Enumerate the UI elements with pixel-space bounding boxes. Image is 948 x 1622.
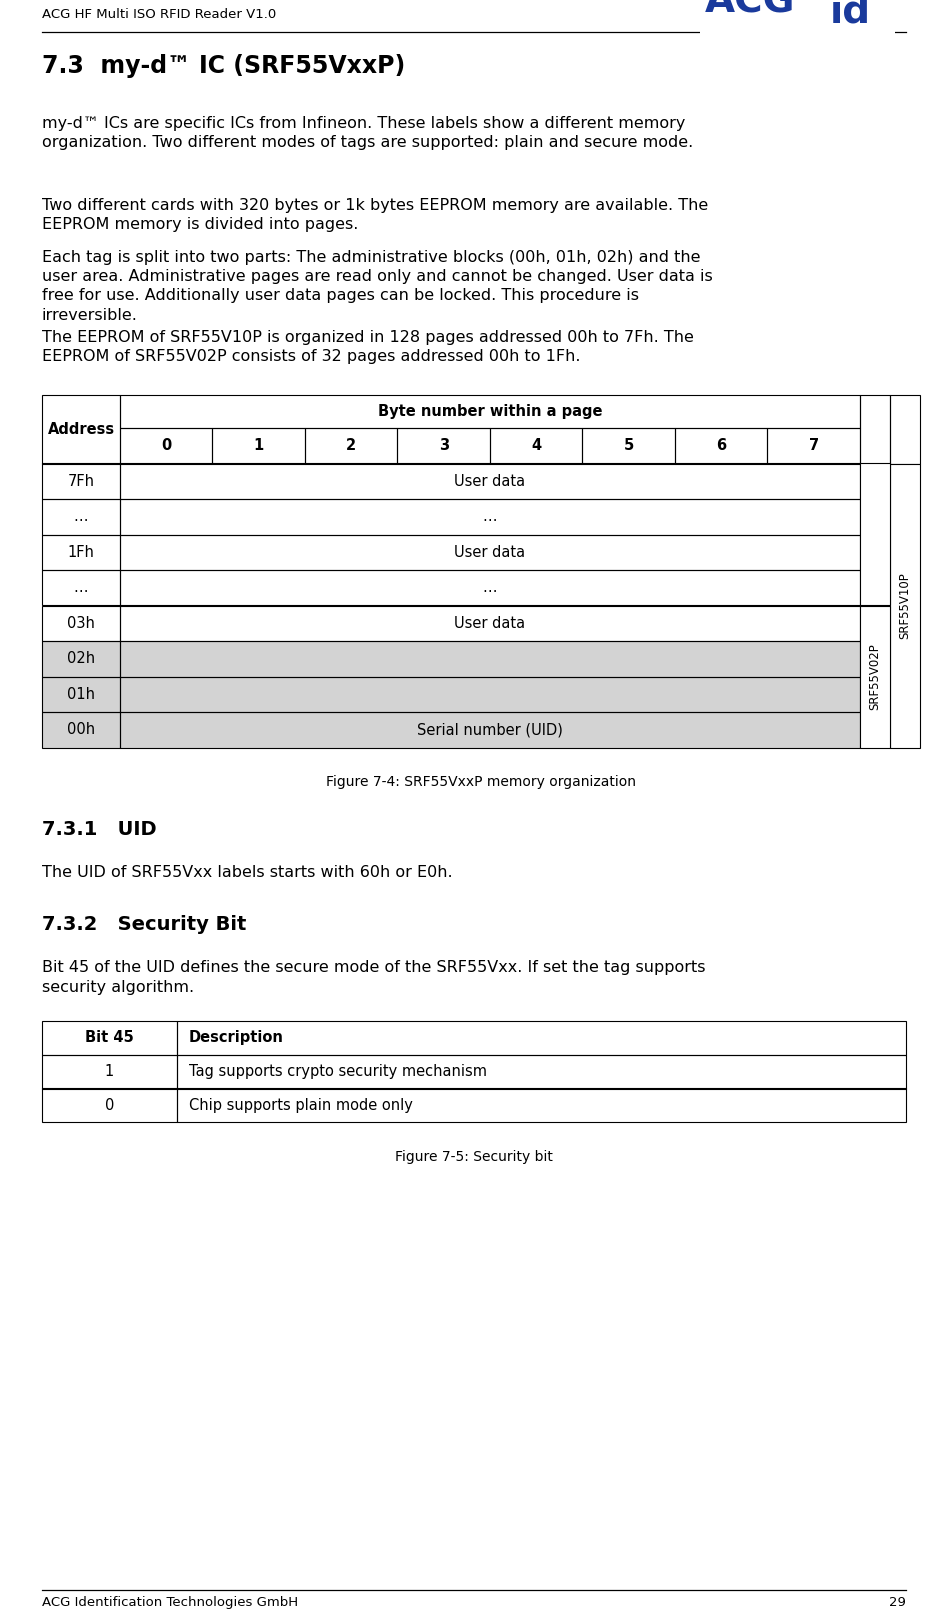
Bar — [42, 641, 120, 676]
Bar — [120, 676, 860, 712]
Bar — [42, 605, 120, 641]
Bar — [120, 500, 860, 535]
Bar — [42, 535, 120, 569]
Text: User data: User data — [454, 474, 525, 488]
Text: ACG Identification Technologies GmbH: ACG Identification Technologies GmbH — [42, 1596, 298, 1609]
Bar — [120, 676, 860, 712]
Bar — [42, 712, 120, 748]
Text: 6: 6 — [716, 438, 726, 453]
Bar — [42, 641, 120, 676]
Bar — [42, 1088, 177, 1122]
Text: 29: 29 — [889, 1596, 906, 1609]
Bar — [120, 641, 860, 676]
Bar — [120, 712, 860, 748]
Text: SRF55V10P: SRF55V10P — [899, 573, 911, 639]
Text: Serial number (UID): Serial number (UID) — [417, 722, 563, 738]
Bar — [120, 605, 860, 641]
Bar — [177, 1088, 906, 1122]
Text: User data: User data — [454, 616, 525, 631]
Bar — [700, 0, 895, 36]
Bar — [120, 535, 860, 569]
Bar — [42, 676, 120, 712]
Text: 01h: 01h — [67, 686, 95, 702]
Bar — [42, 500, 120, 535]
Bar — [42, 676, 120, 712]
Bar — [120, 464, 860, 500]
Text: 0: 0 — [161, 438, 172, 453]
Text: 3: 3 — [439, 438, 448, 453]
Bar — [305, 428, 397, 464]
Bar — [177, 1054, 906, 1088]
Bar — [860, 396, 890, 464]
Text: 7.3.1   UID: 7.3.1 UID — [42, 821, 156, 840]
Bar — [42, 1054, 177, 1088]
Bar — [890, 464, 920, 748]
Bar — [212, 428, 305, 464]
Bar — [768, 428, 860, 464]
Text: …: … — [483, 509, 498, 524]
Text: Figure 7-4: SRF55VxxP memory organization: Figure 7-4: SRF55VxxP memory organizatio… — [326, 775, 636, 790]
Text: ACG: ACG — [705, 0, 795, 21]
Text: User data: User data — [454, 545, 525, 560]
Bar — [42, 464, 120, 500]
Text: 4: 4 — [531, 438, 541, 453]
Text: id: id — [830, 0, 871, 31]
Bar — [490, 428, 582, 464]
Text: 0: 0 — [105, 1098, 114, 1113]
Text: Description: Description — [189, 1030, 283, 1045]
Text: 7.3  my-d™ IC (SRF55VxxP): 7.3 my-d™ IC (SRF55VxxP) — [42, 54, 405, 78]
Text: Bit 45: Bit 45 — [85, 1030, 134, 1045]
Text: 1: 1 — [105, 1064, 114, 1079]
Bar — [675, 428, 768, 464]
Text: 1: 1 — [254, 438, 264, 453]
Text: Address: Address — [47, 422, 115, 436]
Text: 7: 7 — [809, 438, 819, 453]
Text: Byte number within a page: Byte number within a page — [377, 404, 602, 418]
Text: 1Fh: 1Fh — [67, 545, 95, 560]
Text: The UID of SRF55Vxx labels starts with 60h or E0h.: The UID of SRF55Vxx labels starts with 6… — [42, 866, 452, 881]
Bar — [582, 428, 675, 464]
Bar — [120, 712, 860, 748]
Text: Bit 45 of the UID defines the secure mode of the SRF55Vxx. If set the tag suppor: Bit 45 of the UID defines the secure mod… — [42, 960, 705, 994]
Text: 7Fh: 7Fh — [67, 474, 95, 488]
Text: 00h: 00h — [67, 722, 95, 738]
Text: 03h: 03h — [67, 616, 95, 631]
Bar — [42, 1020, 177, 1054]
Bar — [120, 641, 860, 676]
Bar — [890, 396, 920, 464]
Bar — [42, 396, 120, 464]
Text: Figure 7-5: Security bit: Figure 7-5: Security bit — [395, 1150, 553, 1165]
Bar — [397, 428, 490, 464]
Text: Tag supports crypto security mechanism: Tag supports crypto security mechanism — [189, 1064, 487, 1079]
Bar — [42, 569, 120, 605]
Text: …: … — [74, 581, 88, 595]
Text: …: … — [74, 509, 88, 524]
Text: Each tag is split into two parts: The administrative blocks (00h, 01h, 02h) and : Each tag is split into two parts: The ad… — [42, 250, 713, 323]
Bar — [177, 1020, 906, 1054]
Text: Two different cards with 320 bytes or 1k bytes EEPROM memory are available. The
: Two different cards with 320 bytes or 1k… — [42, 198, 708, 232]
Bar — [42, 712, 120, 748]
Bar — [860, 605, 890, 748]
Text: SRF55V02P: SRF55V02P — [868, 644, 882, 710]
Text: 7.3.2   Security Bit: 7.3.2 Security Bit — [42, 915, 246, 934]
Text: my-d™ ICs are specific ICs from Infineon. These labels show a different memory
o: my-d™ ICs are specific ICs from Infineon… — [42, 117, 693, 151]
Text: …: … — [483, 581, 498, 595]
Text: 2: 2 — [346, 438, 356, 453]
Bar — [120, 396, 860, 428]
Bar — [860, 464, 890, 605]
Text: ACG HF Multi ISO RFID Reader V1.0: ACG HF Multi ISO RFID Reader V1.0 — [42, 8, 276, 21]
Bar — [120, 428, 212, 464]
Text: The EEPROM of SRF55V10P is organized in 128 pages addressed 00h to 7Fh. The
EEPR: The EEPROM of SRF55V10P is organized in … — [42, 329, 694, 365]
Text: Chip supports plain mode only: Chip supports plain mode only — [189, 1098, 413, 1113]
Bar — [120, 569, 860, 605]
Text: 02h: 02h — [67, 652, 95, 667]
Text: 5: 5 — [624, 438, 634, 453]
